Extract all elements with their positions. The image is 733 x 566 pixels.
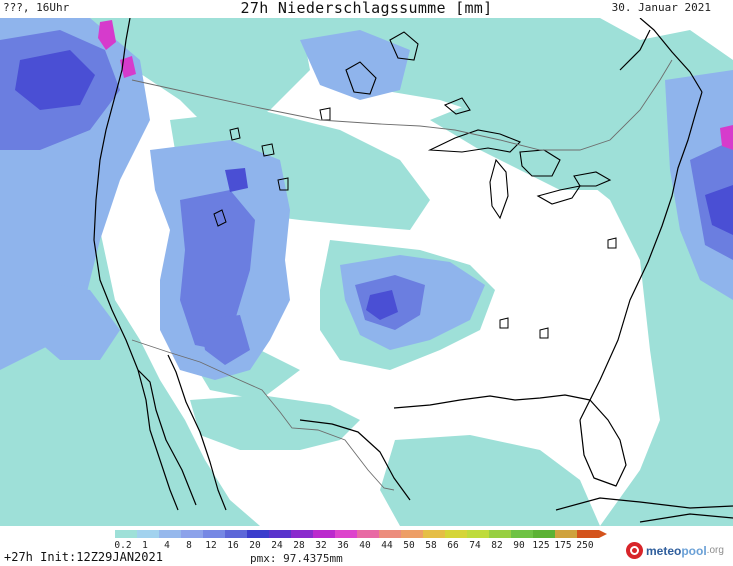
- precip-intense-layer: [15, 50, 733, 320]
- meteopool-logo-icon: [626, 542, 643, 559]
- scale-tick-label: 4: [164, 540, 170, 551]
- scale-swatch: [181, 530, 203, 538]
- title-bar: ???, 16Uhr 27h Niederschlagssumme [mm] 3…: [0, 0, 733, 18]
- brand-part-meteo: meteo: [646, 543, 682, 558]
- scale-swatch: [467, 530, 489, 538]
- scale-swatch: [115, 530, 137, 538]
- scale-swatch: [137, 530, 159, 538]
- scale-tick-label: 36: [337, 540, 349, 551]
- scale-swatch: [225, 530, 247, 538]
- scale-swatch: [511, 530, 533, 538]
- scale-tick-label: 74: [469, 540, 481, 551]
- color-scale-bar: [115, 530, 607, 538]
- scale-swatch: [577, 530, 599, 538]
- scale-tick-label: 8: [186, 540, 192, 551]
- valid-date-label: 30. Januar 2021: [611, 1, 711, 14]
- borders: [131, 59, 673, 491]
- meteopool-logo[interactable]: meteo pool .org: [626, 542, 724, 559]
- scale-swatch: [445, 530, 467, 538]
- scale-swatch: [335, 530, 357, 538]
- scale-swatch: [159, 530, 181, 538]
- scale-tick-label: 24: [271, 540, 283, 551]
- scale-tick-label: 1: [142, 540, 148, 551]
- scale-tick-label: 16: [227, 540, 239, 551]
- scale-swatch: [423, 530, 445, 538]
- scale-swatch: [357, 530, 379, 538]
- scale-tick-label: 32: [315, 540, 327, 551]
- scale-tick-label: 0.2: [114, 540, 132, 551]
- color-scale-ticks: 0.2 1 4 8 12 16 20 24 28 32 36 40 44 50 58 66 74 82 90 125 1…: [112, 540, 596, 551]
- scale-swatch: [555, 530, 577, 538]
- brand-part-org: .org: [706, 545, 724, 556]
- precipitation-map: [0, 18, 733, 526]
- scale-swatch: [291, 530, 313, 538]
- scale-tick-label: 12: [205, 540, 217, 551]
- footer-bar: 0.2 1 4 8 12 16 20 24 28 32 36 40 44 50 58 66 74 82 90 125 1…: [0, 526, 733, 566]
- scale-tick-label: 58: [425, 540, 437, 551]
- precip-peak-layer: [98, 20, 733, 150]
- scale-swatch: [401, 530, 423, 538]
- scale-swatch: [313, 530, 335, 538]
- scattered-lakes: [213, 107, 617, 339]
- coastlines: [93, 18, 733, 523]
- scale-swatch: [489, 530, 511, 538]
- map-title: 27h Niederschlagssumme [mm]: [240, 0, 493, 17]
- scale-swatch: [247, 530, 269, 538]
- scale-tick-label: 125: [532, 540, 550, 551]
- great-lakes: [345, 31, 612, 220]
- scale-tick-label: 44: [381, 540, 393, 551]
- scale-tick-label: 82: [491, 540, 503, 551]
- scale-tick-label: 175: [554, 540, 572, 551]
- scale-swatch: [379, 530, 401, 538]
- scale-tick-label: 40: [359, 540, 371, 551]
- scale-tick-label: 250: [576, 540, 594, 551]
- scale-tick-label: 50: [403, 540, 415, 551]
- scale-swatch: [203, 530, 225, 538]
- brand-part-pool: pool: [681, 543, 707, 558]
- model-run-label: +27h Init:12Z29JAN2021: [4, 550, 163, 564]
- scale-arrow-icon: [599, 530, 607, 538]
- scale-tick-label: 90: [513, 540, 525, 551]
- scale-tick-label: 28: [293, 540, 305, 551]
- max-precip-label: pmx: 97.4375mm: [250, 552, 343, 565]
- scale-swatch: [269, 530, 291, 538]
- scale-tick-label: 66: [447, 540, 459, 551]
- scale-tick-label: 20: [249, 540, 261, 551]
- scale-swatch: [533, 530, 555, 538]
- valid-time-label: ???, 16Uhr: [3, 1, 70, 14]
